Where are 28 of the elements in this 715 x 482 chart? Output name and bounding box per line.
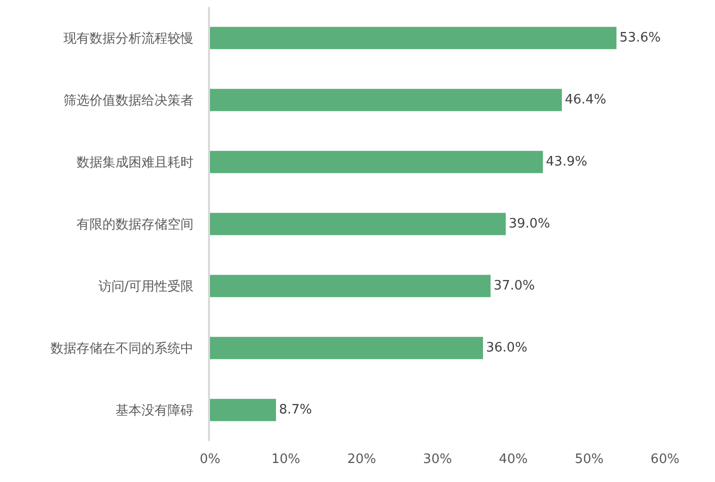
bar [210, 26, 616, 50]
bar [210, 88, 562, 112]
x-tick-label: 0% [200, 452, 220, 467]
data-label: 37.0% [494, 278, 535, 294]
x-tick-label: 20% [347, 452, 376, 467]
bar [210, 336, 483, 360]
x-tick-label: 40% [498, 452, 528, 467]
y-tick-label: 筛选价值数据给决策者 [64, 94, 194, 109]
y-tick-label: 基本没有障碍 [116, 404, 194, 419]
y-tick-label: 数据集成困难且耗时 [76, 156, 194, 171]
data-label: 8.7% [278, 402, 312, 418]
bar [210, 212, 506, 236]
data-label: 53.6% [619, 30, 661, 46]
bar [210, 274, 491, 298]
bar [210, 150, 543, 174]
x-tick-label: 30% [423, 452, 452, 467]
y-tick-label: 有限的数据存储空间 [76, 218, 194, 233]
bar [210, 398, 276, 422]
data-label: 43.9% [546, 154, 588, 170]
x-tick-label: 10% [271, 452, 300, 467]
data-label: 39.0% [508, 216, 550, 232]
y-tick-label: 现有数据分析流程较慢 [64, 30, 194, 47]
data-label: 46.4% [564, 92, 606, 108]
x-tick-label: 60% [650, 452, 680, 467]
x-tick-label: 50% [574, 452, 604, 467]
y-tick-label: 数据存储在不同的系统中 [50, 342, 194, 357]
y-tick-label: 访问/可用性受限 [98, 278, 194, 295]
data-label: 36.0% [486, 340, 528, 356]
